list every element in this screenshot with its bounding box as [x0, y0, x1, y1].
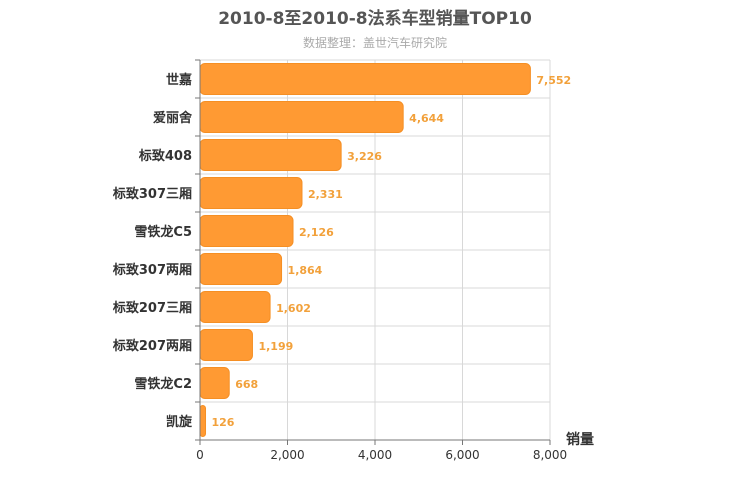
- bar: [199, 101, 404, 133]
- value-label: 4,644: [409, 112, 444, 125]
- value-label: 7,552: [536, 74, 571, 87]
- bar: [199, 253, 283, 285]
- value-label: 1,199: [258, 340, 293, 353]
- bar: [199, 139, 342, 171]
- bar: [199, 215, 294, 247]
- value-label: 126: [212, 416, 235, 429]
- value-label: 2,331: [308, 188, 343, 201]
- bar: [199, 329, 253, 361]
- category-label: 标致307两厢: [112, 262, 192, 278]
- x-tick-label: 8,000: [533, 448, 567, 462]
- category-label: 标致408: [138, 148, 192, 164]
- category-label: 凯旋: [166, 414, 193, 430]
- bar: [199, 291, 271, 323]
- category-label: 雪铁龙C5: [134, 224, 192, 240]
- bar: [199, 405, 207, 437]
- category-label: 标致207三厢: [112, 300, 192, 316]
- value-label: 1,864: [288, 264, 323, 277]
- x-tick-label: 6,000: [445, 448, 479, 462]
- x-tick-label: 2,000: [270, 448, 304, 462]
- x-tick-label: 4,000: [358, 448, 392, 462]
- category-label: 雪铁龙C2: [134, 376, 192, 392]
- category-label: 标致207两厢: [112, 338, 192, 354]
- bar: [199, 63, 531, 95]
- value-label: 3,226: [347, 150, 382, 163]
- bar: [199, 367, 230, 399]
- x-axis-title: 销量: [566, 431, 594, 448]
- value-label: 1,602: [276, 302, 311, 315]
- labels: 世嘉 7,552 爱丽舍 4,644 标致408 3,226 标致307三厢 2,331 雪铁龙…: [112, 72, 594, 462]
- x-tick-label: 0: [196, 448, 204, 462]
- category-label: 世嘉: [166, 72, 192, 88]
- value-label: 2,126: [299, 226, 334, 239]
- chart-subtitle: 数据整理：盖世汽车研究院: [302, 36, 447, 50]
- axes: [195, 59, 551, 445]
- category-label: 爱丽舍: [153, 110, 193, 126]
- bar: [199, 177, 303, 209]
- category-label: 标致307三厢: [112, 186, 192, 202]
- bars: [199, 63, 531, 437]
- value-label: 668: [235, 378, 258, 391]
- chart-title: 2010-8至2010-8法系车型销量TOP10: [218, 9, 532, 29]
